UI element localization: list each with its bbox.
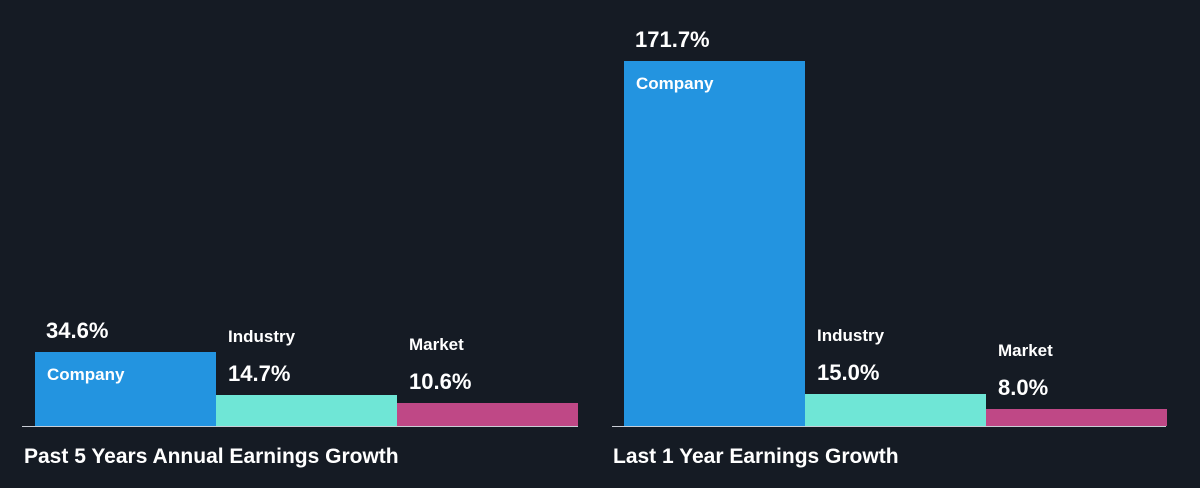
industry-value-label: 15.0% [817, 360, 880, 385]
company-value-label: 171.7% [635, 27, 710, 52]
industry-bar [216, 395, 397, 426]
company-name-label: Company [47, 365, 125, 384]
market-value-label: 10.6% [409, 369, 472, 394]
chart-title: Past 5 Years Annual Earnings Growth [24, 445, 399, 468]
chart-title: Last 1 Year Earnings Growth [613, 445, 899, 468]
market-name-label: Market [409, 335, 464, 354]
market-bar [986, 409, 1167, 426]
x-axis-baseline [612, 426, 1166, 427]
market-bar [397, 403, 578, 426]
company-bar [624, 61, 805, 426]
company-name-label: Company [636, 74, 714, 93]
industry-bar [805, 394, 986, 426]
company-bar [35, 352, 216, 426]
x-axis-baseline [22, 426, 578, 427]
industry-name-label: Industry [817, 326, 885, 345]
industry-name-label: Industry [228, 327, 296, 346]
market-name-label: Market [998, 341, 1053, 360]
market-value-label: 8.0% [998, 375, 1049, 400]
company-value-label: 34.6% [46, 318, 109, 343]
industry-value-label: 14.7% [228, 361, 291, 386]
